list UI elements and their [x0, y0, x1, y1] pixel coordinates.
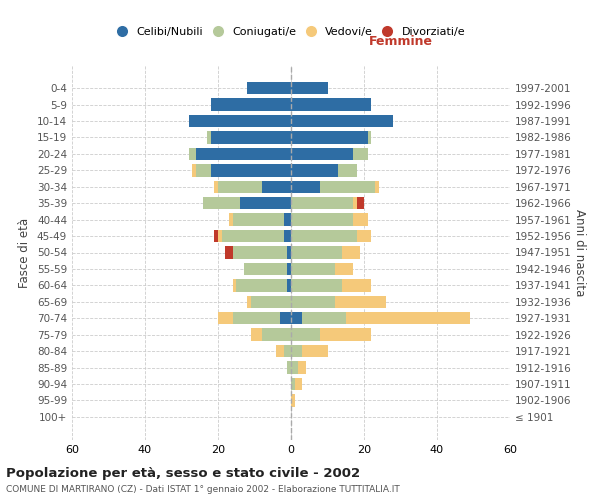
- Bar: [262, 180, 291, 193]
- Bar: [302, 312, 346, 324]
- Text: COMUNE DI MARTIRANO (CZ) - Dati ISTAT 1° gennaio 2002 - Elaborazione TUTTITALIA.: COMUNE DI MARTIRANO (CZ) - Dati ISTAT 1°…: [6, 485, 400, 494]
- Bar: [291, 148, 353, 160]
- Bar: [291, 312, 302, 324]
- Bar: [189, 115, 291, 127]
- Bar: [375, 180, 379, 193]
- Bar: [287, 279, 291, 291]
- Bar: [211, 132, 291, 143]
- Bar: [233, 279, 236, 291]
- Bar: [203, 197, 240, 209]
- Bar: [291, 362, 298, 374]
- Bar: [356, 230, 371, 242]
- Bar: [226, 246, 233, 258]
- Bar: [291, 279, 342, 291]
- Bar: [218, 230, 221, 242]
- Bar: [320, 180, 375, 193]
- Bar: [214, 180, 218, 193]
- Y-axis label: Fasce di età: Fasce di età: [19, 218, 31, 288]
- Bar: [284, 345, 291, 357]
- Bar: [291, 296, 335, 308]
- Bar: [189, 148, 196, 160]
- Bar: [342, 279, 371, 291]
- Bar: [353, 197, 356, 209]
- Bar: [291, 180, 320, 193]
- Bar: [211, 164, 291, 176]
- Bar: [251, 296, 291, 308]
- Bar: [291, 82, 328, 94]
- Bar: [291, 164, 338, 176]
- Bar: [291, 378, 295, 390]
- Bar: [291, 115, 393, 127]
- Bar: [244, 263, 287, 275]
- Bar: [284, 214, 291, 226]
- Bar: [291, 328, 320, 341]
- Bar: [251, 328, 262, 341]
- Bar: [218, 180, 262, 193]
- Bar: [233, 246, 287, 258]
- Bar: [196, 148, 291, 160]
- Bar: [236, 279, 287, 291]
- Bar: [247, 296, 251, 308]
- Bar: [291, 394, 295, 406]
- Bar: [207, 132, 211, 143]
- Bar: [291, 246, 342, 258]
- Bar: [218, 312, 233, 324]
- Bar: [280, 312, 291, 324]
- Bar: [335, 296, 386, 308]
- Bar: [295, 378, 302, 390]
- Bar: [356, 197, 364, 209]
- Bar: [353, 214, 368, 226]
- Bar: [302, 345, 328, 357]
- Bar: [342, 246, 361, 258]
- Bar: [291, 345, 302, 357]
- Bar: [291, 197, 353, 209]
- Bar: [247, 82, 291, 94]
- Bar: [353, 148, 368, 160]
- Bar: [233, 312, 280, 324]
- Bar: [284, 230, 291, 242]
- Bar: [262, 328, 291, 341]
- Bar: [320, 328, 371, 341]
- Bar: [298, 362, 305, 374]
- Bar: [211, 98, 291, 111]
- Bar: [335, 263, 353, 275]
- Legend: Celibi/Nubili, Coniugati/e, Vedovi/e, Divorziati/e: Celibi/Nubili, Coniugati/e, Vedovi/e, Di…: [112, 22, 470, 42]
- Bar: [291, 263, 335, 275]
- Bar: [287, 246, 291, 258]
- Bar: [214, 230, 218, 242]
- Bar: [233, 214, 284, 226]
- Text: Femmine: Femmine: [368, 35, 433, 48]
- Bar: [338, 164, 356, 176]
- Bar: [193, 164, 196, 176]
- Bar: [229, 214, 233, 226]
- Bar: [221, 230, 284, 242]
- Bar: [291, 98, 371, 111]
- Bar: [346, 312, 470, 324]
- Bar: [287, 362, 291, 374]
- Bar: [287, 263, 291, 275]
- Y-axis label: Anni di nascita: Anni di nascita: [572, 209, 586, 296]
- Text: Popolazione per età, sesso e stato civile - 2002: Popolazione per età, sesso e stato civil…: [6, 468, 360, 480]
- Bar: [240, 197, 291, 209]
- Bar: [277, 345, 284, 357]
- Bar: [291, 214, 353, 226]
- Bar: [291, 230, 356, 242]
- Bar: [291, 132, 368, 143]
- Bar: [196, 164, 211, 176]
- Bar: [368, 132, 371, 143]
